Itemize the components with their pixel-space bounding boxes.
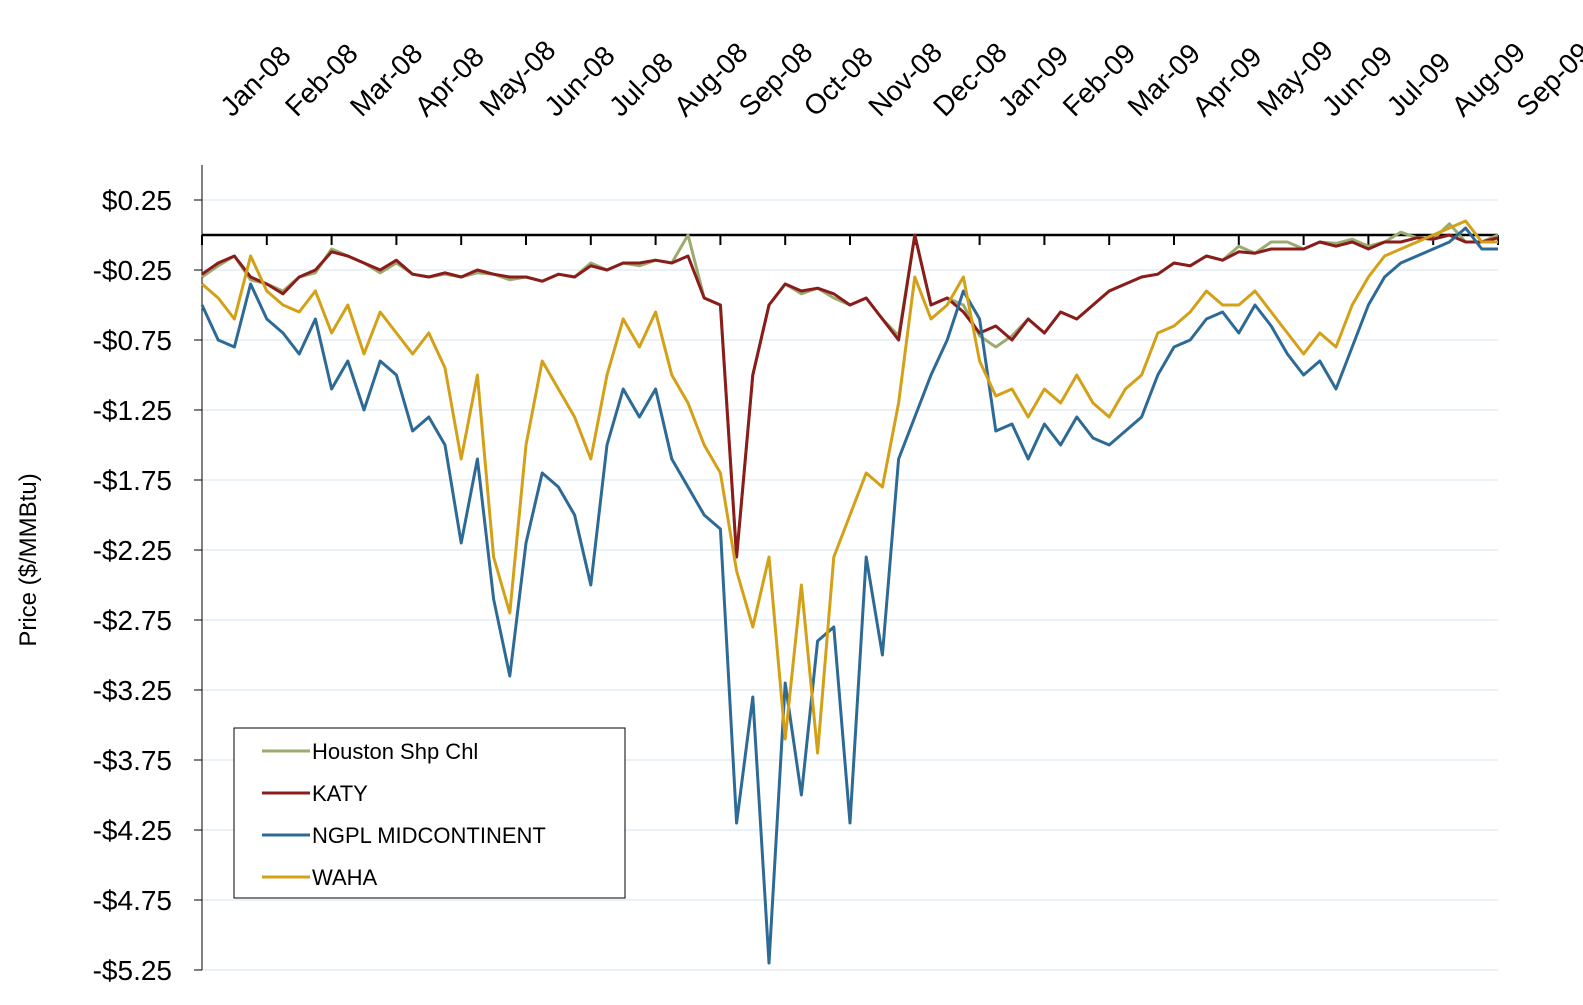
- y-tick-label: -$4.25: [93, 815, 172, 846]
- legend-label: NGPL MIDCONTINENT: [312, 823, 546, 848]
- y-tick-label: -$1.75: [93, 465, 172, 496]
- y-tick-label: -$0.25: [93, 255, 172, 286]
- x-tick-label: Mar-09: [1122, 38, 1207, 123]
- y-tick-label: -$2.75: [93, 605, 172, 636]
- series-line: [200, 226, 1498, 965]
- y-tick-label: -$3.25: [93, 675, 172, 706]
- y-tick-label: -$1.25: [93, 395, 172, 426]
- legend-box: [233, 727, 626, 899]
- series-line: [201, 233, 1499, 559]
- x-tick-label: Feb-08: [279, 38, 364, 123]
- y-tick-label: -$3.75: [93, 745, 172, 776]
- y-tick-label: -$4.75: [93, 885, 172, 916]
- y-tick-label: -$0.75: [93, 325, 172, 356]
- series-line: [201, 219, 1498, 755]
- series-line: [201, 222, 1499, 559]
- x-tick-label: Mar-08: [344, 38, 429, 123]
- x-tick-label: Feb-09: [1057, 38, 1142, 123]
- legend-label: Houston Shp Chl: [312, 739, 478, 764]
- legend-label: KATY: [312, 781, 368, 806]
- y-tick-label: $0.25: [102, 185, 172, 216]
- y-tick-label: -$2.25: [93, 535, 172, 566]
- x-tick-label: Jan-08: [214, 40, 296, 122]
- legend-label: WAHA: [312, 865, 378, 890]
- y-axis-label: Price ($/MMBtu): [15, 473, 42, 646]
- y-tick-label: -$5.25: [93, 955, 172, 986]
